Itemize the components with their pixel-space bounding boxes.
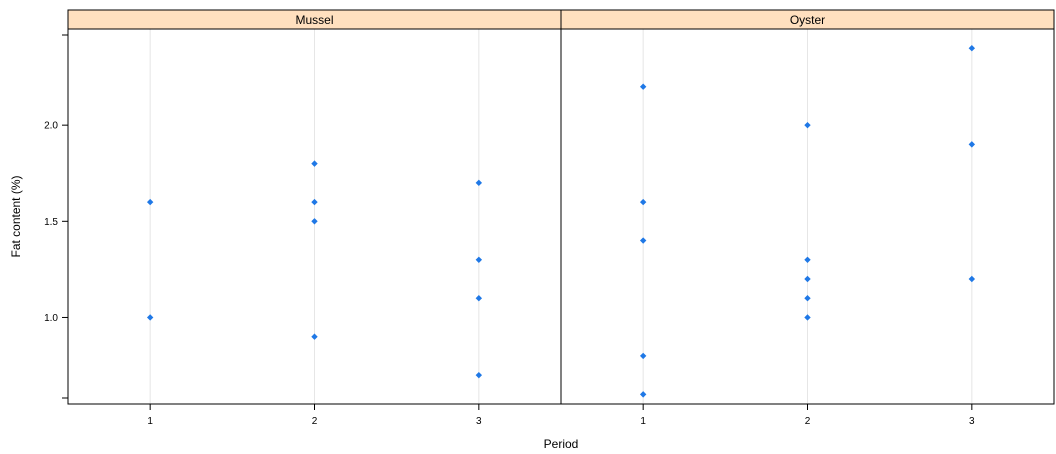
x-tick-label: 1	[147, 416, 153, 427]
x-tick-label: 2	[312, 416, 318, 427]
data-point	[804, 121, 811, 129]
data-point	[804, 314, 811, 321]
y-axis-title: Fat content (%)	[9, 175, 23, 257]
x-tick-label: 3	[476, 416, 482, 427]
data-point	[146, 198, 154, 206]
data-point	[475, 179, 483, 187]
data-point	[311, 160, 318, 167]
data-point	[311, 198, 318, 206]
y-tick-label: 1.0	[44, 313, 58, 324]
x-tick-label: 2	[805, 416, 811, 427]
data-point	[475, 371, 483, 379]
data-point	[311, 218, 318, 225]
data-point	[639, 391, 647, 398]
x-tick-label: 1	[640, 416, 646, 427]
data-point	[968, 45, 976, 52]
data-point	[475, 256, 483, 263]
data-point	[146, 314, 154, 321]
data-point	[639, 198, 647, 206]
panel-mussel: Mussel 1 2 3	[67, 9, 562, 427]
data-point	[639, 352, 647, 360]
data-point	[804, 275, 811, 283]
x-tick-label: 3	[969, 416, 975, 427]
data-point	[475, 295, 483, 302]
strip-label: Mussel	[295, 13, 333, 27]
y-tick-label: 2.0	[44, 121, 58, 132]
x-axis-title: Period	[544, 437, 579, 451]
data-point	[968, 275, 976, 283]
data-point	[804, 256, 811, 263]
y-tick-label: 1.5	[44, 217, 58, 228]
data-point	[311, 333, 318, 340]
panels-layer: Mussel 1 2 3 Oyster 1 2 3	[67, 9, 1055, 427]
axes-layer: 1.0 1.5 2.0	[44, 34, 68, 399]
data-point	[639, 237, 647, 244]
data-point	[804, 295, 811, 302]
strip-label: Oyster	[790, 13, 825, 27]
panel-oyster: Oyster 1 2 3	[560, 9, 1055, 427]
data-point	[968, 141, 976, 148]
data-point	[639, 83, 647, 90]
